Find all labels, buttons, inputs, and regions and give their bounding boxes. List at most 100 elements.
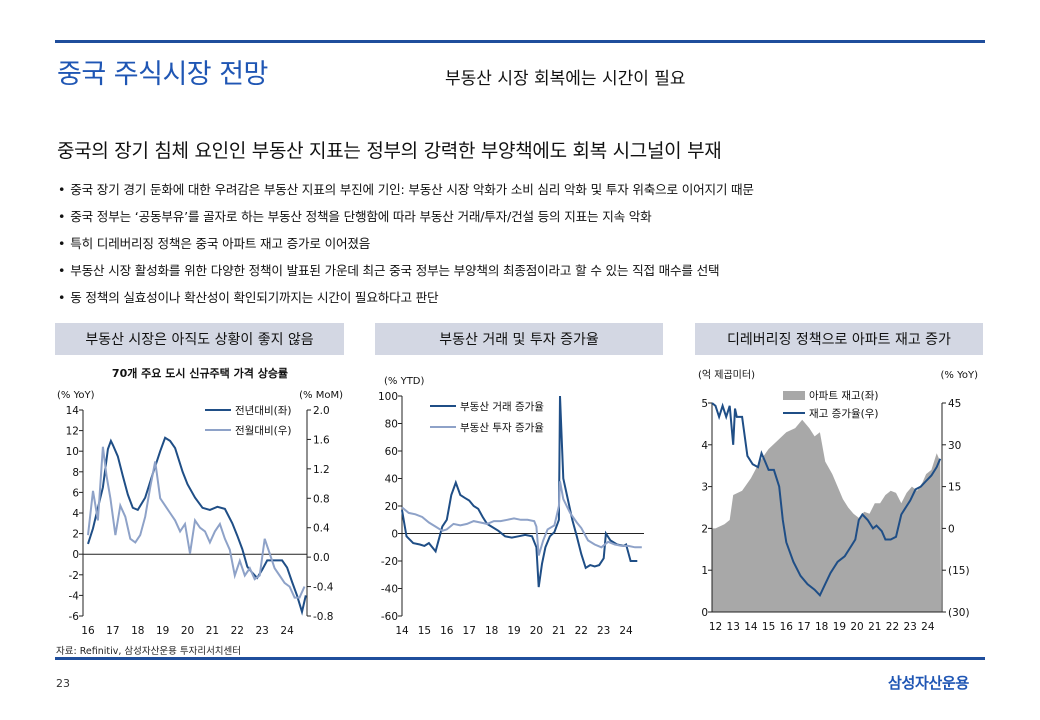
y-tick-label: 5 — [701, 398, 708, 410]
source-note: 자료: Refinitiv, 삼성자산운용 투자리서치센터 — [56, 646, 242, 657]
x-tick-label: 17 — [106, 625, 119, 635]
bullet-item: 부동산 시장 활성화를 위한 다양한 정책이 발표된 가운데 최근 중국 정부는… — [58, 257, 754, 284]
x-tick-label: 19 — [156, 625, 169, 635]
y-tick-label: 1 — [701, 565, 708, 577]
x-tick-label: 18 — [485, 625, 498, 635]
x-tick-label: 16 — [81, 625, 95, 635]
y-tick-label: 4 — [701, 440, 708, 452]
x-tick-label: 24 — [280, 625, 294, 635]
y-tick-label: 2.0 — [313, 405, 330, 417]
x-tick-label: 22 — [231, 625, 244, 635]
y-tick-label: -40 — [381, 584, 398, 596]
y-tick-label: -4 — [69, 590, 80, 602]
x-tick-label: 21 — [206, 625, 219, 635]
page-number: 23 — [56, 677, 70, 690]
bullet-item: 동 정책의 실효성이나 확산성이 확인되기까지는 시간이 필요하다고 판단 — [58, 284, 754, 311]
bullet-item: 중국 장기 경기 둔화에 대한 우려감은 부동산 지표의 부진에 기인: 부동산… — [58, 176, 754, 203]
x-tick-label: 20 — [530, 625, 543, 635]
y-tick-label: 60 — [385, 446, 398, 458]
y-tick-label: 0.8 — [313, 493, 330, 505]
series-area — [712, 419, 942, 612]
y-tick-label: 0 — [72, 549, 79, 561]
brand-logo: 삼성자산운용 — [888, 674, 970, 692]
x-tick-label: 12 — [709, 621, 722, 633]
x-tick-label: 19 — [507, 625, 520, 635]
x-tick-label: 22 — [575, 625, 588, 635]
x-tick-label: 15 — [418, 625, 431, 635]
series-line — [87, 436, 307, 616]
right-axis-unit: (% MoM) — [299, 390, 343, 401]
chart-transaction-investment: (% YTD) -60 -40 -20 0 20 40 60 80 100 14 15 16 17 18 19… — [378, 376, 644, 635]
y-tick-label: 0.4 — [313, 523, 330, 535]
bullet-item: 중국 정부는 ‘공동부유’를 골자로 하는 부동산 정책을 단행함에 따라 부동… — [58, 203, 754, 230]
y-tick-label: 0 — [701, 607, 708, 619]
legend-label: 전년대비(좌) — [235, 405, 292, 417]
series-line — [711, 402, 942, 598]
y-tick-label: 10 — [66, 446, 79, 458]
y-tick-label: 12 — [66, 426, 79, 438]
y-tick-label: 0.0 — [313, 552, 330, 564]
series-line — [87, 446, 306, 599]
bullet-item: 특히 디레버리징 정책은 중국 아파트 재고 증가로 이어졌음 — [58, 230, 754, 257]
y-tick-label: 14 — [66, 405, 80, 417]
y-tick-label: 4 — [72, 508, 79, 520]
legend-label: 부동산 투자 증가율 — [460, 422, 544, 434]
x-tick-label: 24 — [921, 621, 935, 633]
y-tick-label: 2 — [72, 529, 79, 541]
legend-swatch — [783, 391, 805, 400]
panel-heading-inventory: 디레버리징 정책으로 아파트 재고 증가 — [695, 323, 983, 355]
legend-label: 재고 증가율(우) — [809, 408, 879, 420]
legend-label: 아파트 재고(좌) — [809, 390, 879, 402]
panel-heading-transaction: 부동산 거래 및 투자 증가율 — [375, 323, 663, 355]
y-tick-label: -2 — [69, 570, 79, 582]
x-tick-label: 14 — [744, 621, 758, 633]
right-axis-unit: (% YoY) — [941, 370, 979, 381]
y-tick-label: 30 — [948, 440, 961, 452]
series-line — [401, 481, 642, 556]
headline: 중국의 장기 침체 요인인 부동산 지표는 정부의 강력한 부양책에도 회복 시… — [57, 140, 722, 162]
y-tick-label: 1.6 — [313, 434, 330, 446]
bullet-list: 중국 장기 경기 둔화에 대한 우려감은 부동산 지표의 부진에 기인: 부동산… — [58, 176, 754, 311]
x-tick-label: 17 — [463, 625, 476, 635]
x-tick-label: 24 — [619, 625, 633, 635]
panel-heading-price: 부동산 시장은 아직도 상황이 좋지 않음 — [55, 323, 344, 355]
y-tick-label: 100 — [378, 391, 398, 403]
y-tick-label: -60 — [381, 611, 398, 623]
y-tick-label: (30) — [948, 607, 970, 619]
x-tick-label: 23 — [903, 621, 916, 633]
y-tick-label: -20 — [381, 556, 398, 568]
y-tick-label: -6 — [69, 611, 80, 623]
axis-unit: (% YTD) — [384, 376, 424, 387]
chart-housing-price: 70개 주요 도시 신규주택 가격 상승률 (% YoY) (% MoM) -6 -4 -… — [57, 366, 343, 635]
x-tick-label: 13 — [727, 621, 740, 633]
x-tick-label: 19 — [833, 621, 846, 633]
chart-title: 70개 주요 도시 신규주택 가격 상승률 — [112, 366, 288, 380]
y-tick-label: 1.2 — [313, 464, 330, 476]
x-tick-label: 14 — [395, 625, 409, 635]
y-tick-label: 2 — [701, 523, 708, 535]
y-tick-label: 45 — [948, 398, 961, 410]
y-tick-label: 80 — [385, 419, 398, 431]
y-tick-label: 3 — [701, 482, 708, 494]
y-tick-label: -0.4 — [313, 582, 334, 594]
y-tick-label: 8 — [72, 467, 79, 479]
x-tick-label: 22 — [886, 621, 899, 633]
bottom-rule — [55, 657, 985, 660]
series-line — [401, 395, 638, 588]
x-tick-label: 16 — [780, 621, 794, 633]
y-tick-label: 15 — [948, 482, 961, 494]
x-tick-label: 17 — [797, 621, 810, 633]
page-title: 중국 주식시장 전망 — [57, 59, 268, 90]
legend-label: 전월대비(우) — [235, 425, 292, 437]
x-tick-label: 16 — [440, 625, 454, 635]
x-tick-label: 21 — [868, 621, 881, 633]
x-tick-label: 18 — [131, 625, 144, 635]
y-tick-label: 0 — [391, 529, 398, 541]
x-tick-label: 20 — [181, 625, 194, 635]
x-tick-label: 23 — [256, 625, 269, 635]
x-tick-label: 18 — [815, 621, 828, 633]
left-axis-unit: (억 제곱미터) — [698, 369, 755, 381]
y-tick-label: 6 — [72, 487, 79, 499]
y-tick-label: -0.8 — [313, 611, 334, 623]
